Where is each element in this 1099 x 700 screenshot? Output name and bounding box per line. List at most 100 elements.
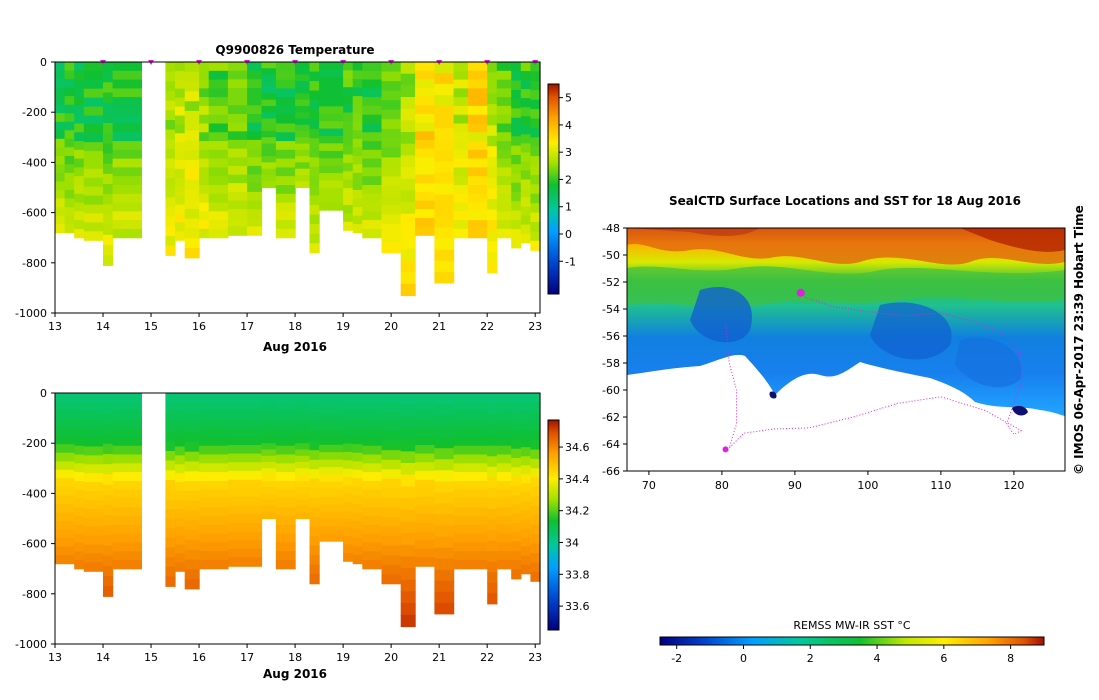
section-cell [247,200,263,210]
section-cell [112,551,142,561]
section-cell [165,91,176,102]
section-cell [247,445,263,455]
section-cell [64,418,75,428]
section-cell [487,456,498,468]
section-cell [199,524,210,535]
section-cell [103,515,114,526]
section-cell [468,533,488,543]
section-cell [184,500,200,512]
section-cell [83,419,104,430]
section-cell [319,143,344,152]
section-cell [309,393,320,404]
section-cell [496,132,512,142]
section-cell [520,116,531,126]
section-cell [487,466,498,478]
section-cell [64,444,75,454]
x-tick-label: 18 [288,651,302,664]
section-cell [227,122,248,132]
section-cell [165,402,176,413]
section-cell [261,480,277,488]
section-cell [165,470,176,481]
section-cell [103,173,114,185]
section-cell [55,478,66,488]
section-cell [74,436,85,447]
section-cell [520,233,531,244]
section-cell [343,451,354,461]
section-cell [261,93,277,101]
sst-cold-coastal-patch-west [769,391,777,399]
section-cell [400,509,416,522]
section-cell [453,524,469,535]
section-cell [415,191,435,202]
section-cell [295,512,311,520]
section-cell [453,70,469,81]
section-cell [275,489,296,499]
colorbar-tick-label: 0 [565,228,572,241]
section-cell [227,174,248,184]
section-cell [381,109,402,120]
section-cell [247,79,263,89]
section-cell [530,80,541,91]
section-cell [74,445,85,456]
section-cell [453,533,469,543]
section-cell [381,469,402,480]
section-cell [247,70,263,80]
section-cell [468,167,488,177]
temperature-x-axis-label: Aug 2016 [263,340,327,354]
section-cell [309,147,320,158]
section-cell [184,179,200,190]
section-cell [275,149,296,160]
temperature-y-axis: 0 -200 -400 -600 -800 -1000 [15,56,55,320]
section-cell [83,499,104,510]
section-cell [247,114,263,124]
section-cell [227,453,248,463]
section-cell [309,195,320,206]
section-cell [227,131,248,141]
section-cell [434,205,455,218]
section-cell [199,463,210,473]
section-cell [309,574,320,585]
section-cell [415,79,435,89]
section-cell [453,507,469,517]
section-cell [74,542,85,552]
section-cell [112,158,142,168]
section-cell [165,226,176,237]
section-cell [496,454,512,464]
section-cell [381,138,402,149]
section-cell [511,62,522,72]
section-cell [352,521,363,531]
section-cell [400,404,416,417]
section-cell [496,507,512,517]
section-cell [309,71,320,82]
section-cell [487,93,498,105]
section-cell [468,551,488,561]
section-cell [415,157,435,167]
section-cell [434,238,455,251]
section-cell [227,191,248,202]
y-tick-label: -1000 [15,638,47,651]
section-cell [184,189,200,200]
section-cell [112,463,142,473]
section-cell [400,556,416,569]
section-cell [103,393,114,404]
section-cell [247,514,263,524]
section-cell [309,459,320,470]
section-cell [496,393,512,403]
section-cell [83,97,104,108]
section-cell [184,110,200,122]
section-cell [74,202,85,212]
section-cell [261,124,277,132]
section-cell [343,535,354,545]
section-cell [247,105,263,115]
section-cell [381,402,402,413]
section-cell [83,222,104,232]
section-cell [55,70,66,80]
section-cell [319,106,344,115]
section-cell [415,114,435,124]
section-cell [103,224,114,236]
section-cell [199,211,210,221]
section-cell [415,436,435,446]
section-cell [64,70,75,80]
section-cell [352,461,363,471]
